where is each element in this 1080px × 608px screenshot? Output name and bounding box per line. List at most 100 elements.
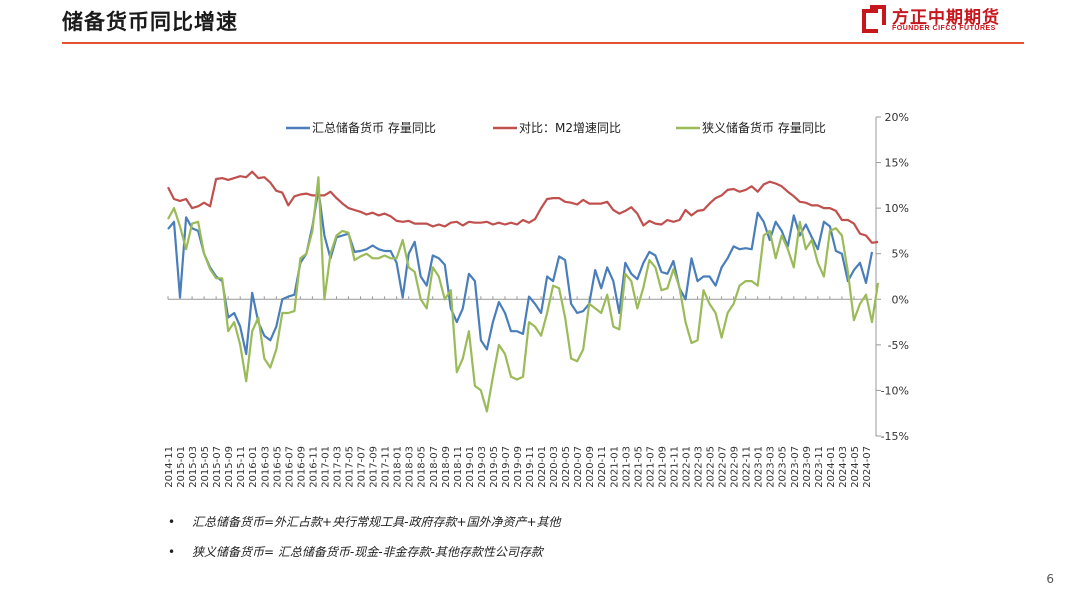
data-point xyxy=(281,298,283,300)
data-point xyxy=(781,230,783,232)
data-point xyxy=(245,380,247,382)
data-point xyxy=(769,181,771,183)
data-point xyxy=(335,197,337,199)
data-point xyxy=(311,230,313,232)
chart: 汇总储备货币 存量同比 对比：M2增速同比 狭义储备货币 存量同比 -15% -10%… xyxy=(164,111,909,488)
data-point xyxy=(672,221,674,223)
data-point xyxy=(757,191,759,193)
data-point xyxy=(414,241,416,243)
logo-chinese-name: 方正中期期货 xyxy=(892,8,1000,28)
data-point xyxy=(853,223,855,225)
data-point xyxy=(516,330,518,332)
data-point xyxy=(480,389,482,391)
x-tick-label: 2017-05 xyxy=(345,446,356,488)
data-point xyxy=(239,175,241,177)
legend-item-3: 狭义储备货币 存量同比 xyxy=(676,120,826,135)
data-point xyxy=(733,188,735,190)
x-tick-label: 2022-05 xyxy=(706,446,717,488)
y-tick-label: 15% xyxy=(885,157,909,170)
data-point xyxy=(287,312,289,314)
series-line xyxy=(167,188,874,356)
x-tick-label: 2021-03 xyxy=(621,446,632,488)
x-tick-label: 2016-11 xyxy=(308,446,319,488)
data-point xyxy=(323,298,325,300)
data-point xyxy=(727,189,729,191)
data-point xyxy=(564,259,566,261)
y-axis: -15% -10% -5% 0% 5% 10% 15% 20% xyxy=(875,111,909,443)
data-point xyxy=(739,248,741,250)
data-point xyxy=(787,191,789,193)
data-point xyxy=(341,203,343,205)
data-point xyxy=(245,353,247,355)
data-point xyxy=(251,292,253,294)
data-point xyxy=(708,303,710,305)
data-point xyxy=(763,221,765,223)
data-point xyxy=(576,203,578,205)
data-point xyxy=(570,202,572,204)
data-point xyxy=(203,202,205,204)
data-point xyxy=(715,285,717,287)
data-point xyxy=(329,253,331,255)
data-point xyxy=(414,223,416,225)
data-point xyxy=(221,277,223,279)
data-point xyxy=(504,223,506,225)
series-3 xyxy=(167,176,880,413)
data-point xyxy=(672,268,674,270)
data-point xyxy=(739,285,741,287)
data-point xyxy=(540,207,542,209)
data-point xyxy=(444,264,446,266)
x-tick-label: 2020-11 xyxy=(597,446,608,488)
x-tick-label: 2017-11 xyxy=(381,446,392,488)
data-point xyxy=(221,177,223,179)
data-point xyxy=(630,206,632,208)
data-point xyxy=(215,178,217,180)
data-point xyxy=(522,376,524,378)
data-point xyxy=(227,330,229,332)
data-point xyxy=(287,296,289,298)
x-tick-label: 2018-05 xyxy=(417,446,428,488)
data-point xyxy=(474,222,476,224)
x-tick-label: 2016-07 xyxy=(284,446,295,488)
data-point xyxy=(359,255,361,257)
data-point xyxy=(708,203,710,205)
data-point xyxy=(486,348,488,350)
data-point xyxy=(396,220,398,222)
x-tick-label: 2023-01 xyxy=(754,446,765,488)
data-point xyxy=(426,285,428,287)
data-point xyxy=(516,378,518,380)
data-point xyxy=(510,330,512,332)
data-point xyxy=(341,230,343,232)
data-point xyxy=(781,185,783,187)
data-point xyxy=(799,201,801,203)
data-point xyxy=(678,286,680,288)
data-point xyxy=(257,177,259,179)
data-point xyxy=(865,234,867,236)
x-tick-label: 2020-07 xyxy=(573,446,584,488)
data-point xyxy=(684,298,686,300)
data-point xyxy=(414,271,416,273)
data-point xyxy=(702,289,704,291)
data-point xyxy=(775,182,777,184)
data-point xyxy=(877,282,879,284)
data-point xyxy=(606,294,608,296)
x-tick-label: 2020-05 xyxy=(561,446,572,488)
data-point xyxy=(185,248,187,250)
data-point xyxy=(745,189,747,191)
x-tick-label: 2015-09 xyxy=(224,446,235,488)
data-point xyxy=(540,312,542,314)
data-point xyxy=(426,223,428,225)
data-point xyxy=(630,273,632,275)
data-point xyxy=(739,191,741,193)
data-point xyxy=(275,190,277,192)
data-point xyxy=(462,224,464,226)
x-tick-label: 2022-07 xyxy=(718,446,729,488)
data-point xyxy=(721,266,723,268)
data-point xyxy=(402,239,404,241)
data-point xyxy=(829,207,831,209)
data-point xyxy=(468,273,470,275)
x-tick-label: 2016-03 xyxy=(260,446,271,488)
data-point xyxy=(438,275,440,277)
x-axis: 2014-11 2015-01 2015-03 2015-05 2015-07 2015-… xyxy=(164,296,873,488)
data-point xyxy=(245,176,247,178)
data-point xyxy=(702,209,704,211)
